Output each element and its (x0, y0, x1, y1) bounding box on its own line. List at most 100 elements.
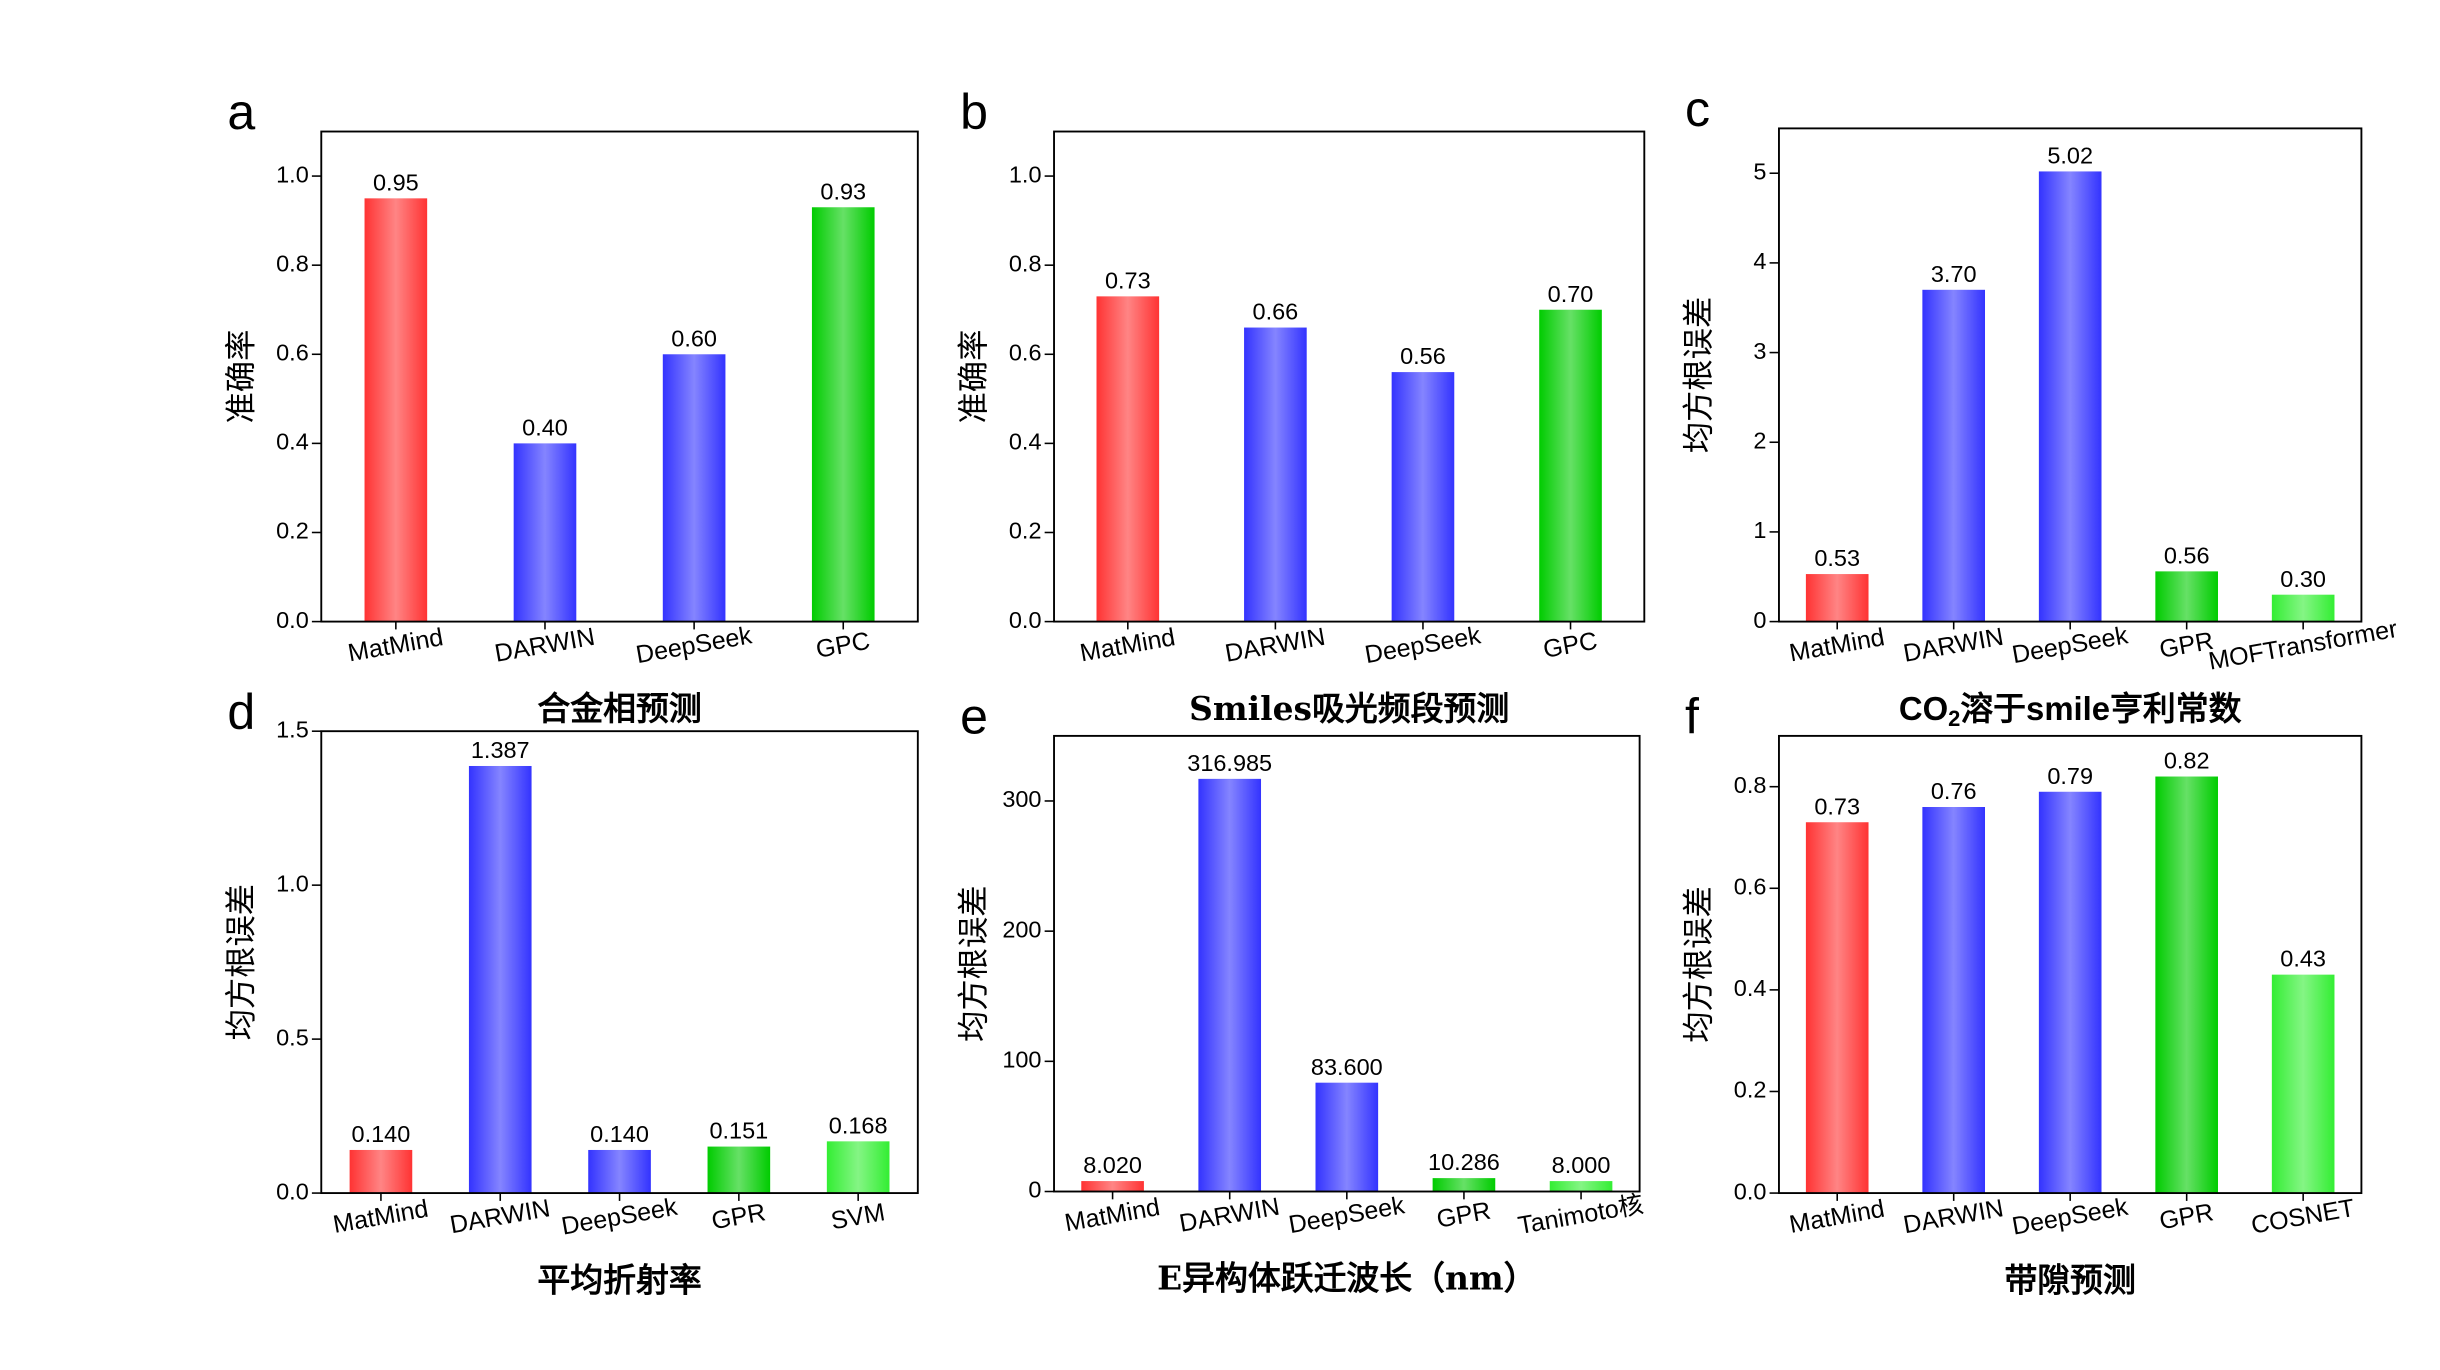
bar (2271, 594, 2335, 622)
bar (1539, 309, 1602, 622)
y-tick-label: 5 (1753, 158, 1766, 184)
y-tick-label: 0.0 (1009, 607, 1042, 633)
panel-letter: d (227, 684, 255, 740)
x-tick-label: DARWIN (1177, 1193, 1281, 1238)
y-tick-label: 0.4 (1734, 975, 1767, 1001)
y-axis-label: 准确率 (956, 330, 992, 424)
x-axis-label-part: CO (1899, 690, 1948, 727)
y-tick-label: 0 (1753, 607, 1766, 633)
value-label: 0.30 (2280, 566, 2326, 592)
bar (811, 207, 875, 622)
value-label: 5.02 (2047, 143, 2093, 169)
plot-frame (1053, 130, 1646, 623)
bar (2155, 571, 2218, 622)
x-tick-label: GPC (1541, 627, 1599, 664)
bar (468, 765, 532, 1194)
x-tick-label: MatMind (346, 623, 445, 667)
value-label: 0.140 (352, 1121, 411, 1147)
value-label: 10.286 (1428, 1149, 1500, 1175)
y-tick-label: 0.6 (1734, 873, 1767, 899)
x-axis-label: CO2溶于smile亨利常数 (1899, 690, 2242, 732)
y-tick-label: 0.8 (1009, 250, 1042, 276)
bar (1315, 1082, 1379, 1192)
y-axis-label: 均方根误差 (223, 884, 259, 1040)
bar (1549, 1181, 1613, 1192)
bar (1432, 1178, 1496, 1192)
y-tick-label: 0.0 (276, 1178, 309, 1204)
panel: f 0.0 0.2 0.4 0.6 0.8 0.73 MatMind 0.76 DARWIN 0.7… (1681, 688, 2363, 1299)
bar (364, 198, 428, 622)
x-tick-label: GPC (814, 627, 872, 664)
plot-frame (1778, 734, 2363, 1195)
value-label: 8.000 (1552, 1152, 1611, 1178)
value-label: 0.73 (1814, 793, 1860, 819)
y-tick-label: 0 (1028, 1177, 1041, 1203)
value-label: 0.56 (1400, 343, 1446, 369)
y-tick-label: 1.0 (1009, 161, 1042, 187)
y-tick-label: 3 (1753, 338, 1766, 364)
y-tick-label: 0.2 (1009, 518, 1042, 544)
x-tick-label: DARWIN (1901, 1194, 2005, 1239)
value-label: 0.73 (1105, 267, 1151, 293)
bar (1244, 327, 1307, 622)
value-label: 83.600 (1311, 1054, 1383, 1080)
x-tick-label: DARWIN (493, 623, 597, 668)
value-label: 0.93 (820, 178, 866, 204)
x-tick-label: MatMind (1078, 623, 1177, 667)
y-tick-label: 300 (1002, 786, 1041, 812)
bar (1805, 822, 1869, 1194)
x-axis-label-part: 2 (1948, 706, 1960, 731)
x-axis-label-part: 溶于smile亨利常数 (1960, 690, 2241, 727)
bar (1805, 574, 1869, 622)
bar (826, 1141, 890, 1194)
panel-letter: b (960, 84, 988, 140)
panel: e 0 100 200 300 8.020 MatMind 316.985 DARWIN 83.6… (956, 688, 1645, 1297)
y-axis-label: 均方根误差 (1681, 886, 1717, 1042)
bar (2271, 974, 2335, 1194)
bar (349, 1149, 413, 1194)
y-tick-label: 1.0 (276, 161, 309, 187)
value-label: 0.53 (1814, 545, 1860, 571)
value-label: 8.020 (1083, 1152, 1142, 1178)
bar (1096, 296, 1160, 622)
bar (513, 443, 577, 622)
y-tick-label: 0.0 (1734, 1178, 1767, 1204)
value-label: 0.95 (373, 169, 419, 195)
value-label: 0.82 (2164, 748, 2210, 774)
x-tick-label: DARWIN (448, 1194, 552, 1239)
value-label: 0.66 (1253, 299, 1299, 325)
y-tick-label: 100 (1002, 1047, 1041, 1073)
y-tick-label: 0.5 (276, 1024, 309, 1050)
bar (662, 354, 726, 622)
panel: a 0.0 0.2 0.4 0.6 0.8 1.0 0.95 MatMind 0.40 DARWIN… (223, 84, 919, 728)
y-tick-label: 0.4 (276, 429, 309, 455)
y-tick-label: 2 (1753, 427, 1766, 453)
y-tick-label: 1.0 (276, 870, 309, 896)
x-tick-label: GPR (1435, 1197, 1493, 1234)
value-label: 0.76 (1931, 778, 1977, 804)
value-label: 3.70 (1931, 261, 1977, 287)
bar (2038, 171, 2102, 622)
value-label: 0.60 (671, 325, 717, 351)
x-tick-label: MatMind (1787, 623, 1886, 667)
y-tick-label: 0.4 (1009, 429, 1042, 455)
x-tick-label: GPR (2157, 1198, 2215, 1235)
x-tick-label: SVM (829, 1198, 887, 1235)
value-label: 0.40 (522, 414, 568, 440)
bar (707, 1146, 771, 1194)
bar (1922, 807, 1986, 1194)
panel: d 0.0 0.5 1.0 1.5 0.140 MatMind 1.387 DARWIN 0.14… (223, 684, 919, 1299)
y-tick-label: 0.2 (1734, 1077, 1767, 1103)
value-label: 1.387 (471, 737, 530, 763)
panel-letter: c (1685, 81, 1710, 137)
plot-frame (320, 130, 919, 623)
bar (1922, 289, 1986, 622)
value-label: 0.56 (2164, 542, 2210, 568)
plot-frame (320, 730, 919, 1195)
value-label: 316.985 (1187, 750, 1272, 776)
plot-frame (1053, 734, 1641, 1193)
y-tick-label: 0.6 (276, 339, 309, 365)
y-tick-label: 0.8 (1734, 772, 1767, 798)
plot-frame (1778, 127, 2363, 623)
value-label: 0.168 (829, 1112, 888, 1138)
